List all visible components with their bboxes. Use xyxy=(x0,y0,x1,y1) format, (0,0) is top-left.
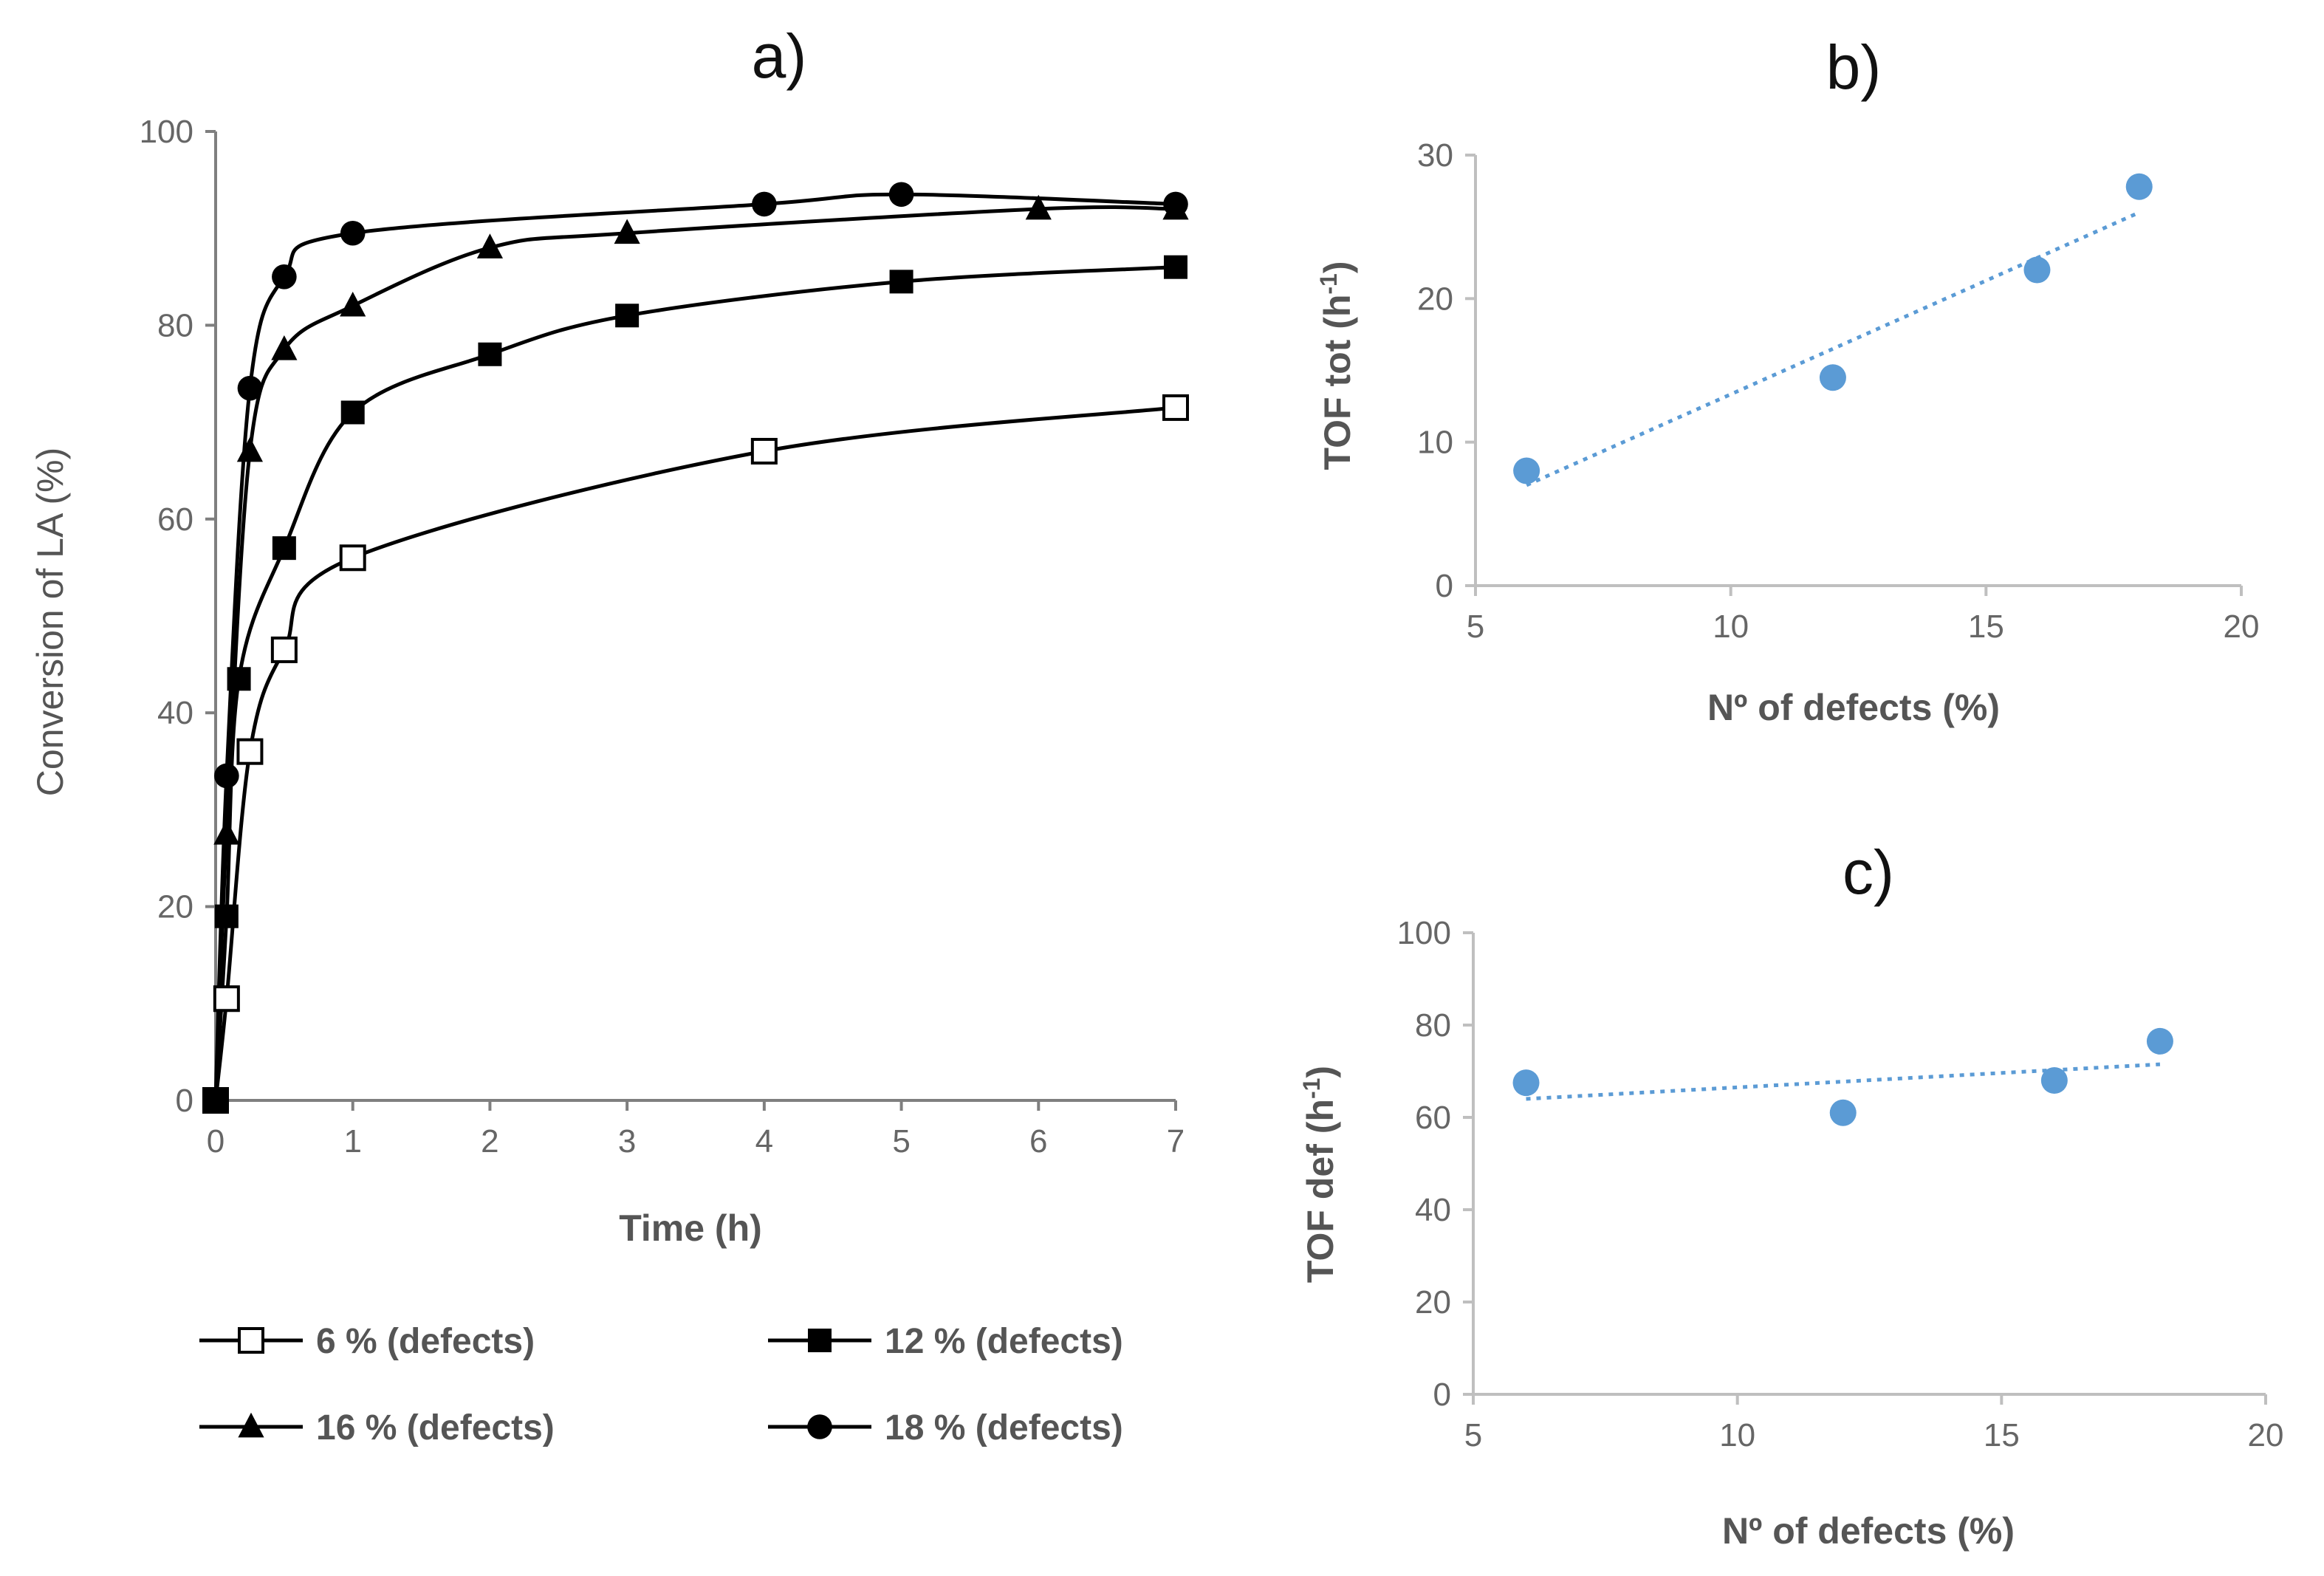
legend-label-1: 6 % (defects) xyxy=(316,1322,535,1361)
legend-label-4: 18 % (defects) xyxy=(885,1408,1123,1447)
data-point-series-4 xyxy=(203,1088,228,1113)
data-point-series-3 xyxy=(614,219,640,244)
panel-c-y-tick-label: 80 xyxy=(1415,1007,1451,1044)
data-point-series-3 xyxy=(1025,194,1052,220)
panel-c-label: c) xyxy=(1843,837,1894,907)
panel-c-x-tick-label: 5 xyxy=(1464,1417,1482,1453)
panel-a-x-tick-label: 3 xyxy=(618,1123,636,1159)
panel-c-data-point xyxy=(1512,1069,1540,1097)
series-line-2 xyxy=(213,265,1176,1101)
panel-a-y-tick-label: 0 xyxy=(176,1083,193,1119)
panel-b-data-point xyxy=(1513,457,1540,484)
data-point-series-4 xyxy=(888,182,914,208)
data-point-series-3 xyxy=(213,820,240,845)
panel-a-x-tick-label: 6 xyxy=(1029,1123,1047,1159)
series-line-1 xyxy=(213,405,1176,1101)
legend-label-2: 12 % (defects) xyxy=(885,1322,1123,1361)
data-point-series-2 xyxy=(615,304,640,328)
data-point-series-1 xyxy=(1162,394,1189,421)
data-point-series-2 xyxy=(214,904,239,928)
panel-a-x-tick-label: 2 xyxy=(481,1123,498,1159)
data-point-series-4 xyxy=(752,191,777,217)
data-point-series-3 xyxy=(271,335,298,360)
panel-c-x-axis-title: Nº of defects (%) xyxy=(1722,1510,2015,1552)
data-point-series-1 xyxy=(213,985,240,1013)
panel-c-data-point xyxy=(2040,1067,2068,1094)
panel-b-x-tick-label: 15 xyxy=(1968,609,2004,645)
panel-c-x-tick-label: 20 xyxy=(2248,1417,2284,1453)
data-point-series-1 xyxy=(339,544,366,572)
data-point-series-2 xyxy=(889,270,914,294)
data-point-series-4 xyxy=(237,375,263,401)
data-point-series-4 xyxy=(340,220,366,246)
panel-c-y-tick-label: 60 xyxy=(1415,1100,1451,1136)
panel-c-y-tick-label: 100 xyxy=(1397,915,1451,951)
data-point-series-1 xyxy=(270,636,298,663)
panel-a-x-tick-label: 7 xyxy=(1167,1123,1185,1159)
data-point-series-2 xyxy=(227,667,251,691)
panel-c-data-point xyxy=(2146,1027,2173,1055)
panel-b-y-tick-label: 20 xyxy=(1417,281,1453,317)
panel-a-conversion-chart: a) 0 20 40 60 80 100 0 1 2 3 4 5 6 7 Time (h) Convers… xyxy=(30,21,1189,1447)
panel-b-label: b) xyxy=(1826,32,1882,102)
panel-b-trendline xyxy=(1526,210,2140,487)
data-point-series-2 xyxy=(1164,255,1187,279)
legend-marker-3 xyxy=(238,1412,264,1438)
panel-c-data-point xyxy=(1829,1099,1857,1126)
panel-b-y-tick-label: 10 xyxy=(1417,425,1453,461)
legend-marker-2 xyxy=(808,1329,832,1352)
panel-c-y-tick-label: 40 xyxy=(1415,1192,1451,1228)
data-point-series-1 xyxy=(236,738,264,765)
panel-a-x-axis-title: Time (h) xyxy=(619,1207,762,1249)
panel-a-y-tick-label: 40 xyxy=(157,695,193,731)
panel-a-y-tick-label: 100 xyxy=(140,114,193,150)
panel-a-x-tick-label: 4 xyxy=(755,1123,773,1159)
data-point-series-1 xyxy=(750,437,778,465)
panel-c-x-tick-label: 10 xyxy=(1719,1417,1755,1453)
data-point-series-2 xyxy=(478,342,502,366)
panel-b-data-point xyxy=(2023,256,2051,284)
panel-a-label: a) xyxy=(752,21,807,91)
data-point-series-3 xyxy=(236,436,264,462)
series-line-3 xyxy=(213,205,1176,1101)
panel-a-x-tick-label: 0 xyxy=(207,1123,224,1159)
legend-marker-1 xyxy=(238,1327,264,1354)
series-line-4 xyxy=(213,192,1176,1101)
panel-c-y-tick-label: 20 xyxy=(1415,1284,1451,1320)
panel-a-y-tick-label: 80 xyxy=(157,307,193,343)
panel-a-y-tick-label: 20 xyxy=(157,889,193,925)
panel-b-data-point xyxy=(1819,364,1846,391)
panel-a-legend: 6 % (defects) 12 % (defects) 16 % (defects… xyxy=(199,1322,1123,1447)
panel-c-y-tick-label: 0 xyxy=(1433,1377,1451,1413)
data-point-series-2 xyxy=(272,536,296,561)
data-point-series-3 xyxy=(476,233,504,258)
panel-b-x-tick-label: 20 xyxy=(2224,609,2260,645)
data-point-series-4 xyxy=(1163,191,1188,217)
panel-a-x-tick-label: 1 xyxy=(343,1123,361,1159)
panel-c-tof-def-chart: c) 0 20 40 60 80 100 5 10 15 20 Nº of defects (%)… xyxy=(1298,837,2283,1552)
panel-b-x-axis-title: Nº of defects (%) xyxy=(1707,687,2000,728)
data-point-series-3 xyxy=(340,291,366,317)
panel-c-x-tick-label: 15 xyxy=(1984,1417,2020,1453)
data-point-series-4 xyxy=(214,763,239,789)
panel-b-x-tick-label: 10 xyxy=(1713,609,1749,645)
data-point-series-2 xyxy=(340,400,365,425)
panel-a-y-axis-title: Conversion of LA (%) xyxy=(30,448,71,796)
legend-marker-4 xyxy=(807,1414,832,1439)
panel-b-y-tick-label: 0 xyxy=(1436,568,1453,604)
legend-label-3: 16 % (defects) xyxy=(316,1408,555,1447)
data-point-series-4 xyxy=(272,264,297,289)
panel-b-y-tick-label: 30 xyxy=(1417,137,1453,174)
panel-a-y-tick-label: 60 xyxy=(157,501,193,538)
panel-a-x-tick-label: 5 xyxy=(892,1123,910,1159)
panel-b-data-point xyxy=(2125,173,2153,200)
panel-b-y-axis-title: TOF tot (h-1) xyxy=(1315,261,1358,470)
panel-c-y-axis-title: TOF def (h-1) xyxy=(1298,1066,1341,1283)
panel-b-x-tick-label: 5 xyxy=(1467,609,1484,645)
panel-b-tof-tot-chart: b) 0 10 20 30 5 10 15 20 Nº of defects (%) TOF … xyxy=(1315,32,2259,728)
